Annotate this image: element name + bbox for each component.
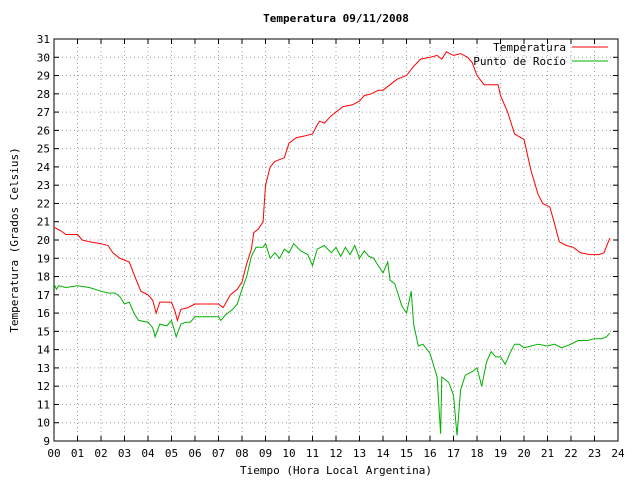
y-tick-label: 15	[37, 325, 50, 338]
x-tick-label: 08	[235, 447, 248, 460]
x-axis-label: Tiempo (Hora Local Argentina)	[240, 464, 432, 477]
x-tick-label: 13	[353, 447, 366, 460]
y-tick-label: 28	[37, 88, 50, 101]
x-tick-label: 10	[282, 447, 295, 460]
legend-label-temperatura: Temperatura	[493, 41, 566, 54]
x-tick-label: 17	[447, 447, 460, 460]
legend-label-punto-de-rocio: Punto de Rocío	[473, 55, 566, 68]
x-tick-label: 15	[400, 447, 413, 460]
x-tick-label: 00	[47, 447, 60, 460]
x-tick-label: 05	[165, 447, 178, 460]
x-tick-label: 09	[259, 447, 272, 460]
x-tick-label: 20	[517, 447, 530, 460]
x-tick-label: 02	[94, 447, 107, 460]
y-tick-label: 17	[37, 289, 50, 302]
x-tick-label: 06	[188, 447, 201, 460]
y-tick-label: 14	[37, 344, 51, 357]
x-tick-label: 23	[588, 447, 601, 460]
x-tick-label: 21	[541, 447, 554, 460]
x-tick-label: 03	[118, 447, 131, 460]
y-tick-label: 21	[37, 216, 50, 229]
x-tick-label: 12	[329, 447, 342, 460]
y-tick-label: 25	[37, 143, 50, 156]
y-tick-label: 13	[37, 362, 50, 375]
y-tick-label: 24	[37, 161, 51, 174]
x-tick-label: 01	[71, 447, 84, 460]
x-tick-label: 22	[564, 447, 577, 460]
chart-title: Temperatura 09/11/2008	[263, 12, 409, 25]
grid	[54, 39, 618, 441]
y-tick-label: 18	[37, 271, 50, 284]
x-tick-label: 24	[611, 447, 625, 460]
y-tick-label: 16	[37, 307, 50, 320]
x-tick-label: 07	[212, 447, 225, 460]
y-tick-label: 10	[37, 417, 50, 430]
y-tick-label: 20	[37, 234, 50, 247]
y-tick-label: 30	[37, 51, 50, 64]
axis-ticks: 9 10 11 12 13 14 15 16 17 18 19 20 21 22 23 24 25 26 27 28 2…	[37, 33, 625, 460]
series-line-punto-de-rocio	[53, 242, 611, 436]
y-tick-label: 27	[37, 106, 50, 119]
y-tick-label: 11	[37, 398, 50, 411]
x-tick-label: 11	[306, 447, 319, 460]
x-tick-label: 14	[376, 447, 390, 460]
y-tick-label: 31	[37, 33, 50, 46]
x-tick-label: 18	[470, 447, 483, 460]
y-tick-label: 19	[37, 252, 50, 265]
x-tick-label: 19	[494, 447, 507, 460]
legend: Temperatura Punto de Rocío	[473, 41, 608, 68]
x-tick-label: 04	[141, 447, 155, 460]
y-tick-label: 23	[37, 179, 50, 192]
series-lines	[53, 51, 611, 436]
y-tick-label: 12	[37, 380, 50, 393]
x-tick-label: 16	[423, 447, 436, 460]
y-axis-label: Temperatura (Grados Celsius)	[8, 147, 21, 332]
y-tick-label: 26	[37, 124, 50, 137]
y-tick-label: 29	[37, 70, 50, 83]
series-line-temperatura	[53, 51, 611, 323]
y-tick-label: 22	[37, 197, 50, 210]
y-tick-label: 9	[43, 435, 50, 448]
